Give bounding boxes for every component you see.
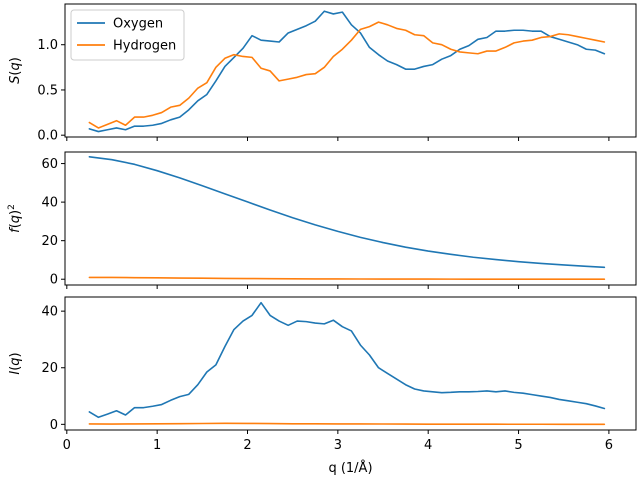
panel-3-series-hydrogen-line bbox=[88, 422, 606, 426]
x-axis-label: q (1/Å) bbox=[328, 460, 372, 476]
panel-1-y-axis-label: S(q) bbox=[8, 57, 23, 84]
panel-3-y-tick-label: 0 bbox=[50, 418, 58, 433]
x-tick-label: 5 bbox=[514, 438, 522, 453]
legend-label-hydrogen: Hydrogen bbox=[113, 39, 176, 54]
panel-2-y-axis-label: f(q)2 bbox=[7, 204, 23, 233]
panel-2-series-oxygen-line bbox=[88, 156, 606, 269]
panel-3-y-axis-label: I(q) bbox=[8, 352, 23, 374]
panel-2-frame bbox=[64, 151, 637, 286]
panel-2-y-tick-label: 40 bbox=[41, 196, 58, 211]
panel-3-frame bbox=[64, 296, 637, 431]
x-tick-label: 4 bbox=[424, 438, 432, 453]
panel-1-series-hydrogen-line bbox=[88, 21, 606, 129]
panel-2-y-tick-label: 0 bbox=[50, 273, 58, 288]
panel-3-y-tick-label: 40 bbox=[41, 305, 58, 320]
panel-1-series-oxygen-line bbox=[88, 10, 606, 133]
panel-2-y-tick-label: 20 bbox=[41, 234, 58, 249]
x-tick-label: 3 bbox=[334, 438, 342, 453]
x-tick-label: 0 bbox=[63, 438, 71, 453]
x-tick-label: 6 bbox=[605, 438, 613, 453]
legend-label-oxygen: Oxygen bbox=[113, 17, 163, 32]
x-tick-label: 1 bbox=[153, 438, 161, 453]
panel-2-y-tick-label: 60 bbox=[41, 157, 58, 172]
panel-1-y-tick-label: 0.5 bbox=[37, 83, 58, 98]
panel-1-y-tick-label: 0.0 bbox=[37, 129, 58, 144]
panel-1-y-tick-label: 1.0 bbox=[37, 38, 58, 53]
x-tick-label: 2 bbox=[243, 438, 251, 453]
panel-2-series-hydrogen-line bbox=[88, 276, 606, 280]
panel-1-frame bbox=[64, 3, 637, 138]
panel-3-series-oxygen-line bbox=[88, 301, 606, 419]
panel-3-y-tick-label: 20 bbox=[41, 361, 58, 376]
